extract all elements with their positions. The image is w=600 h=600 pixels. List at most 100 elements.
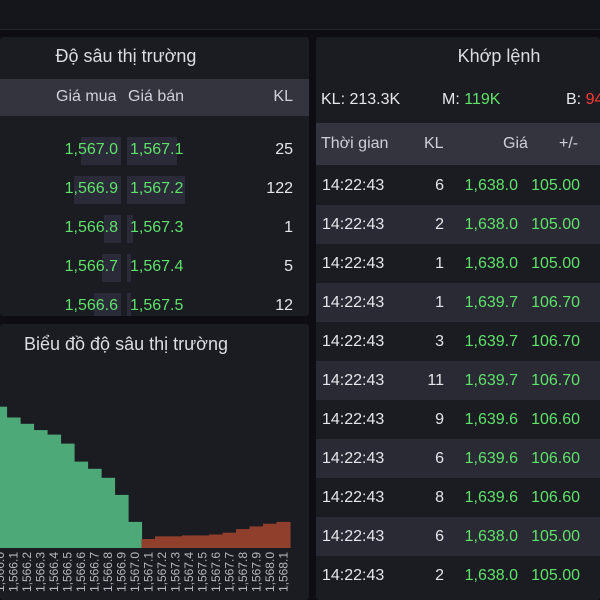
ask-depth-step bbox=[276, 521, 291, 548]
order-quantity: 9 bbox=[435, 411, 444, 428]
order-quantity: 8 bbox=[435, 489, 444, 506]
top-bar bbox=[0, 0, 600, 30]
depth-volume: 12 bbox=[275, 297, 293, 314]
x-tick-label: 1,567.6 bbox=[209, 552, 223, 592]
depth-chart: 1,566.0 1,566.1 1,566.2 1,566.3 1,566.4 1,566… bbox=[0, 406, 291, 592]
sell-volume-label: B: bbox=[566, 91, 582, 108]
order-price: 1,639.7 bbox=[464, 294, 518, 311]
quantity-header: KL bbox=[424, 135, 444, 152]
depth-row[interactable]: 1,566.9 1,567.2 122 bbox=[0, 170, 309, 209]
x-tick-label: 1,566.0 bbox=[0, 552, 7, 592]
order-quantity: 6 bbox=[435, 450, 444, 467]
order-price: 1,638.0 bbox=[464, 216, 518, 233]
matched-order-row[interactable]: 14:22:43 2 1,638.0 105.00 bbox=[316, 556, 600, 595]
order-time: 14:22:43 bbox=[322, 489, 385, 506]
bid-price: 1,566.9 bbox=[64, 180, 118, 197]
matched-order-row[interactable]: 14:22:43 1 1,639.7 106.70 bbox=[316, 283, 600, 322]
market-depth-title: Độ sâu thị trường bbox=[55, 46, 197, 66]
depth-row[interactable]: 1,566.7 1,567.4 5 bbox=[0, 248, 309, 287]
volume-header: KL bbox=[273, 88, 293, 105]
depth-chart-panel: 1,566.0 1,566.1 1,566.2 1,566.3 1,566.4 1,566… bbox=[0, 324, 309, 600]
bid-volume-bar bbox=[94, 293, 121, 316]
order-change: 106.70 bbox=[531, 333, 580, 350]
matched-order-row[interactable]: 14:22:43 11 1,639.7 106.70 bbox=[316, 361, 600, 400]
x-tick-label: 1,566.5 bbox=[60, 552, 74, 592]
ask-price: 1,567.5 bbox=[130, 297, 184, 314]
depth-chart-title: Biểu đồ độ sâu thị trường bbox=[24, 334, 228, 354]
ask-volume-bar bbox=[127, 215, 133, 243]
bid-price: 1,567.0 bbox=[64, 141, 118, 158]
order-price: 1,639.6 bbox=[464, 411, 518, 428]
order-quantity: 2 bbox=[435, 567, 444, 584]
ask-price-header: Giá bán bbox=[128, 88, 185, 105]
ask-price: 1,567.4 bbox=[130, 258, 184, 275]
bid-depth-step bbox=[33, 430, 48, 548]
bid-price-header: Giá mua bbox=[56, 88, 117, 105]
depth-row[interactable]: 1,567.0 1,567.1 25 bbox=[0, 131, 309, 170]
ask-depth-step bbox=[249, 526, 264, 548]
order-quantity: 1 bbox=[435, 294, 444, 311]
depth-volume: 1 bbox=[284, 219, 293, 236]
matched-order-row[interactable]: 14:22:43 6 1,638.0 105.00 bbox=[316, 166, 600, 205]
depth-volume: 122 bbox=[266, 180, 293, 197]
depth-row[interactable]: 1,566.8 1,567.3 1 bbox=[0, 209, 309, 248]
change-header: +/- bbox=[559, 135, 579, 152]
matched-summary: KL: 213.3K M: 119K B: 94 bbox=[316, 89, 600, 119]
depth-volume: 25 bbox=[275, 141, 293, 158]
order-quantity: 6 bbox=[435, 177, 444, 194]
ask-volume-bar bbox=[127, 254, 131, 282]
buy-volume: M: 119K bbox=[442, 91, 500, 109]
order-quantity: 11 bbox=[427, 372, 444, 389]
ask-volume-bar bbox=[127, 293, 131, 316]
ask-volume-bar bbox=[127, 176, 185, 204]
x-tick-label: 1,568.0 bbox=[263, 552, 277, 592]
bid-volume-bar bbox=[81, 137, 121, 165]
matched-order-row[interactable]: 14:22:43 6 1,639.6 106.60 bbox=[316, 439, 600, 478]
matched-orders-header: Thời gian KL Giá +/- bbox=[316, 123, 600, 165]
order-time: 14:22:43 bbox=[322, 177, 385, 194]
matched-order-row[interactable]: 14:22:43 9 1,639.6 106.60 bbox=[316, 400, 600, 439]
depth-row[interactable]: 1,566.6 1,567.5 12 bbox=[0, 287, 309, 316]
market-depth-header: Giá mua Giá bán KL bbox=[0, 79, 309, 116]
order-price: 1,639.6 bbox=[464, 489, 518, 506]
x-tick-label: 1,567.7 bbox=[222, 552, 236, 592]
order-time: 14:22:43 bbox=[322, 567, 385, 584]
ask-depth-step bbox=[155, 536, 170, 548]
x-tick-label: 1,567.8 bbox=[236, 552, 250, 592]
depth-volume: 5 bbox=[284, 258, 293, 275]
x-tick-label: 1,566.6 bbox=[74, 552, 88, 592]
order-change: 106.60 bbox=[531, 411, 580, 428]
order-change: 105.00 bbox=[531, 255, 580, 272]
bid-price: 1,566.6 bbox=[64, 297, 118, 314]
matched-order-row[interactable]: 14:22:43 3 1,639.7 106.70 bbox=[316, 322, 600, 361]
order-quantity: 3 bbox=[435, 333, 444, 350]
ask-price: 1,567.3 bbox=[130, 219, 184, 236]
order-time: 14:22:43 bbox=[322, 294, 385, 311]
ask-depth-step bbox=[236, 529, 251, 548]
bid-price: 1,566.8 bbox=[64, 219, 118, 236]
x-tick-label: 1,567.5 bbox=[195, 552, 209, 592]
order-price: 1,638.0 bbox=[464, 528, 518, 545]
order-time: 14:22:43 bbox=[322, 216, 385, 233]
order-change: 106.60 bbox=[531, 489, 580, 506]
order-time: 14:22:43 bbox=[322, 372, 385, 389]
matched-order-row[interactable]: 14:22:43 1 1,638.0 105.00 bbox=[316, 244, 600, 283]
order-time: 14:22:43 bbox=[322, 450, 385, 467]
order-change: 105.00 bbox=[531, 528, 580, 545]
matched-order-row[interactable]: 14:22:43 6 1,638.0 105.00 bbox=[316, 517, 600, 556]
order-quantity: 6 bbox=[435, 528, 444, 545]
bid-depth-step bbox=[74, 461, 89, 548]
ask-depth-step bbox=[263, 523, 278, 548]
order-change: 105.00 bbox=[531, 216, 580, 233]
sell-volume-value: 94 bbox=[585, 91, 600, 108]
bid-depth-step bbox=[0, 406, 8, 548]
ask-depth-step bbox=[209, 534, 224, 548]
matched-order-row[interactable]: 14:22:43 8 1,639.6 106.60 bbox=[316, 478, 600, 517]
x-tick-label: 1,566.9 bbox=[114, 552, 128, 592]
matched-order-row[interactable]: 14:22:43 2 1,638.0 105.00 bbox=[316, 205, 600, 244]
order-time: 14:22:43 bbox=[322, 333, 385, 350]
x-tick-label: 1,566.8 bbox=[101, 552, 115, 592]
ask-volume-bar bbox=[127, 137, 177, 165]
x-tick-label: 1,568.1 bbox=[276, 552, 290, 592]
bid-depth-step bbox=[6, 417, 21, 548]
